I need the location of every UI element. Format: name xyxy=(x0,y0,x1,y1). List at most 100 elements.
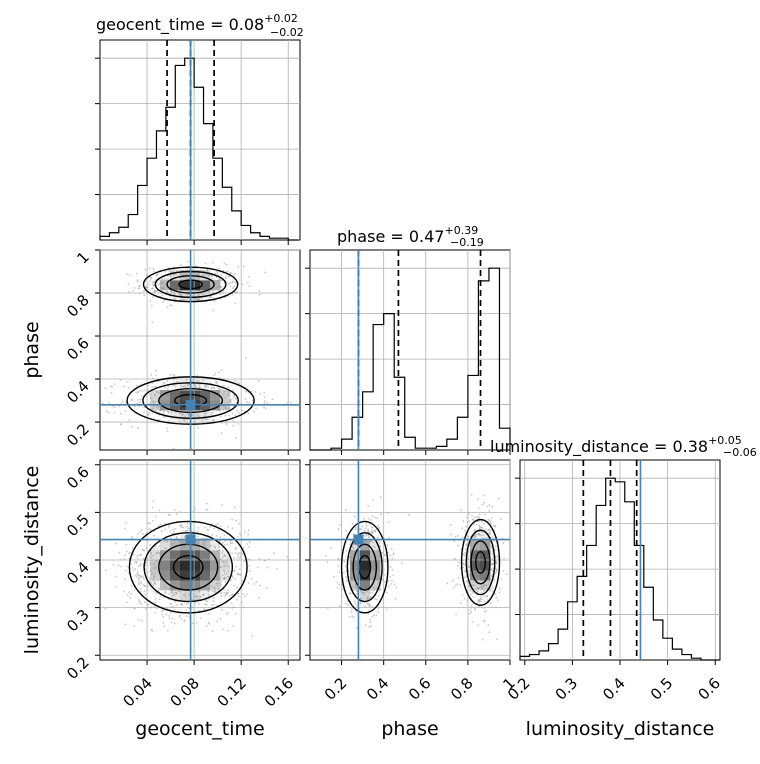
sample-point-distance-vs-phase xyxy=(478,600,481,603)
sample-point-distance-vs-phase xyxy=(345,549,347,552)
sample-point-distance-vs-geocent-time xyxy=(164,547,167,550)
sample-point-phase-vs-geocent-time xyxy=(263,406,265,408)
sample-point-distance-vs-geocent-time xyxy=(236,556,239,559)
sample-point-distance-vs-geocent-time xyxy=(159,595,162,597)
sample-point-distance-vs-phase xyxy=(465,525,468,528)
sample-point-distance-vs-phase xyxy=(374,546,376,549)
sample-point-distance-vs-geocent-time xyxy=(246,542,249,545)
sample-point-phase-vs-geocent-time xyxy=(223,262,226,265)
sample-point-distance-vs-phase xyxy=(475,523,478,526)
density-cell-phase-vs-geocent-time xyxy=(180,380,191,391)
sample-point-phase-vs-geocent-time xyxy=(179,273,181,276)
sample-point-phase-vs-geocent-time xyxy=(218,387,221,390)
sample-point-distance-vs-geocent-time xyxy=(197,526,200,529)
sample-point-phase-vs-geocent-time xyxy=(238,411,240,414)
sample-point-distance-vs-phase xyxy=(349,615,351,618)
density-cell-distance-vs-phase xyxy=(470,570,481,581)
sample-point-phase-vs-geocent-time xyxy=(128,274,131,277)
sample-point-phase-vs-geocent-time xyxy=(186,260,189,263)
sample-point-phase-vs-geocent-time xyxy=(213,374,216,377)
sample-point-distance-vs-phase xyxy=(485,587,488,590)
sample-point-distance-vs-phase xyxy=(356,627,359,630)
sample-point-distance-vs-phase xyxy=(366,541,368,544)
sample-point-distance-vs-phase xyxy=(474,516,476,519)
sample-point-distance-vs-phase xyxy=(384,560,387,563)
sample-point-phase-vs-geocent-time xyxy=(153,405,155,408)
sample-point-distance-vs-geocent-time xyxy=(163,625,166,628)
density-cell-distance-vs-phase xyxy=(480,570,491,581)
sample-point-distance-vs-phase xyxy=(491,553,494,556)
sample-point-distance-vs-geocent-time xyxy=(170,602,173,605)
sample-point-distance-vs-phase xyxy=(375,614,378,616)
sample-point-distance-vs-phase xyxy=(496,638,498,641)
sample-point-distance-vs-geocent-time xyxy=(214,546,216,549)
sample-point-distance-vs-phase xyxy=(380,513,383,516)
sample-point-phase-vs-geocent-time xyxy=(224,275,227,278)
sample-point-distance-vs-geocent-time xyxy=(153,605,156,608)
sample-point-distance-vs-geocent-time xyxy=(163,522,166,525)
sample-point-distance-vs-geocent-time xyxy=(223,591,226,594)
density-cell-distance-vs-phase xyxy=(480,550,491,561)
density-cell-distance-vs-geocent-time xyxy=(160,570,171,581)
sample-point-distance-vs-geocent-time xyxy=(235,519,238,522)
sample-point-phase-vs-geocent-time xyxy=(215,382,218,385)
sample-point-distance-vs-geocent-time xyxy=(243,560,246,562)
sample-point-distance-vs-phase xyxy=(486,505,489,508)
sample-point-distance-vs-geocent-time xyxy=(207,590,210,593)
sample-point-distance-vs-geocent-time xyxy=(196,598,199,601)
sample-point-distance-vs-geocent-time xyxy=(233,557,235,560)
sample-point-distance-vs-geocent-time xyxy=(207,612,210,615)
sample-point-distance-vs-geocent-time xyxy=(148,528,151,530)
sample-point-distance-vs-geocent-time xyxy=(186,525,188,528)
sample-point-phase-vs-geocent-time xyxy=(210,387,213,390)
contour-distance-vs-geocent-time-mode0-level0 xyxy=(172,555,204,580)
sample-point-distance-vs-geocent-time xyxy=(180,618,183,620)
sample-point-distance-vs-phase xyxy=(348,556,351,559)
sample-point-distance-vs-geocent-time xyxy=(143,585,146,587)
title-phase-sub-text: −0.19 xyxy=(450,236,484,249)
sample-point-distance-vs-phase xyxy=(481,503,484,506)
sample-point-phase-vs-geocent-time xyxy=(179,264,182,267)
sample-point-distance-vs-geocent-time xyxy=(152,500,155,503)
sample-point-distance-vs-geocent-time xyxy=(139,580,142,583)
sample-point-distance-vs-geocent-time xyxy=(215,582,218,585)
sample-point-phase-vs-geocent-time xyxy=(220,279,223,282)
sample-point-distance-vs-geocent-time xyxy=(210,604,213,607)
sample-point-distance-vs-phase xyxy=(400,561,403,564)
sample-point-distance-vs-geocent-time xyxy=(130,563,132,565)
density-cell-distance-vs-geocent-time xyxy=(190,580,201,591)
sample-point-distance-vs-geocent-time xyxy=(132,569,135,572)
sample-point-distance-vs-phase xyxy=(474,529,476,532)
sample-point-distance-vs-phase xyxy=(371,531,374,534)
sample-point-distance-vs-phase xyxy=(491,586,494,588)
density-cell-distance-vs-geocent-time xyxy=(160,540,171,551)
sample-point-phase-vs-geocent-time xyxy=(266,401,269,404)
sample-point-distance-vs-geocent-time xyxy=(125,543,127,546)
sample-point-distance-vs-phase xyxy=(502,570,505,572)
sample-point-phase-vs-geocent-time xyxy=(232,419,234,422)
sample-point-distance-vs-phase xyxy=(374,597,377,600)
sample-point-phase-vs-geocent-time xyxy=(128,419,131,421)
sample-point-phase-vs-geocent-time xyxy=(216,409,218,412)
sample-point-distance-vs-phase xyxy=(461,527,463,530)
density-cell-distance-vs-phase xyxy=(480,530,491,541)
sample-point-distance-vs-phase xyxy=(486,594,489,597)
sample-point-phase-vs-geocent-time xyxy=(120,423,122,426)
sample-point-distance-vs-geocent-time xyxy=(126,594,129,597)
sample-point-distance-vs-phase xyxy=(345,576,347,578)
sample-point-phase-vs-geocent-time xyxy=(208,275,211,278)
sample-point-distance-vs-geocent-time xyxy=(248,541,251,543)
sample-point-distance-vs-geocent-time xyxy=(236,535,239,538)
sample-point-distance-vs-phase xyxy=(488,540,491,543)
sample-point-distance-vs-phase xyxy=(348,592,351,594)
sample-point-distance-vs-geocent-time xyxy=(124,554,126,557)
sample-point-distance-vs-phase xyxy=(459,602,462,604)
title-phase: phase = 0.47+0.39 xyxy=(337,224,478,246)
sample-point-distance-vs-geocent-time xyxy=(238,557,241,560)
sample-point-distance-vs-phase xyxy=(359,597,362,599)
sample-point-distance-vs-geocent-time xyxy=(141,548,144,551)
sample-point-phase-vs-geocent-time xyxy=(227,392,230,395)
sample-point-distance-vs-geocent-time xyxy=(216,584,219,587)
sample-point-distance-vs-geocent-time xyxy=(220,595,223,598)
sample-point-phase-vs-geocent-time xyxy=(155,284,158,286)
